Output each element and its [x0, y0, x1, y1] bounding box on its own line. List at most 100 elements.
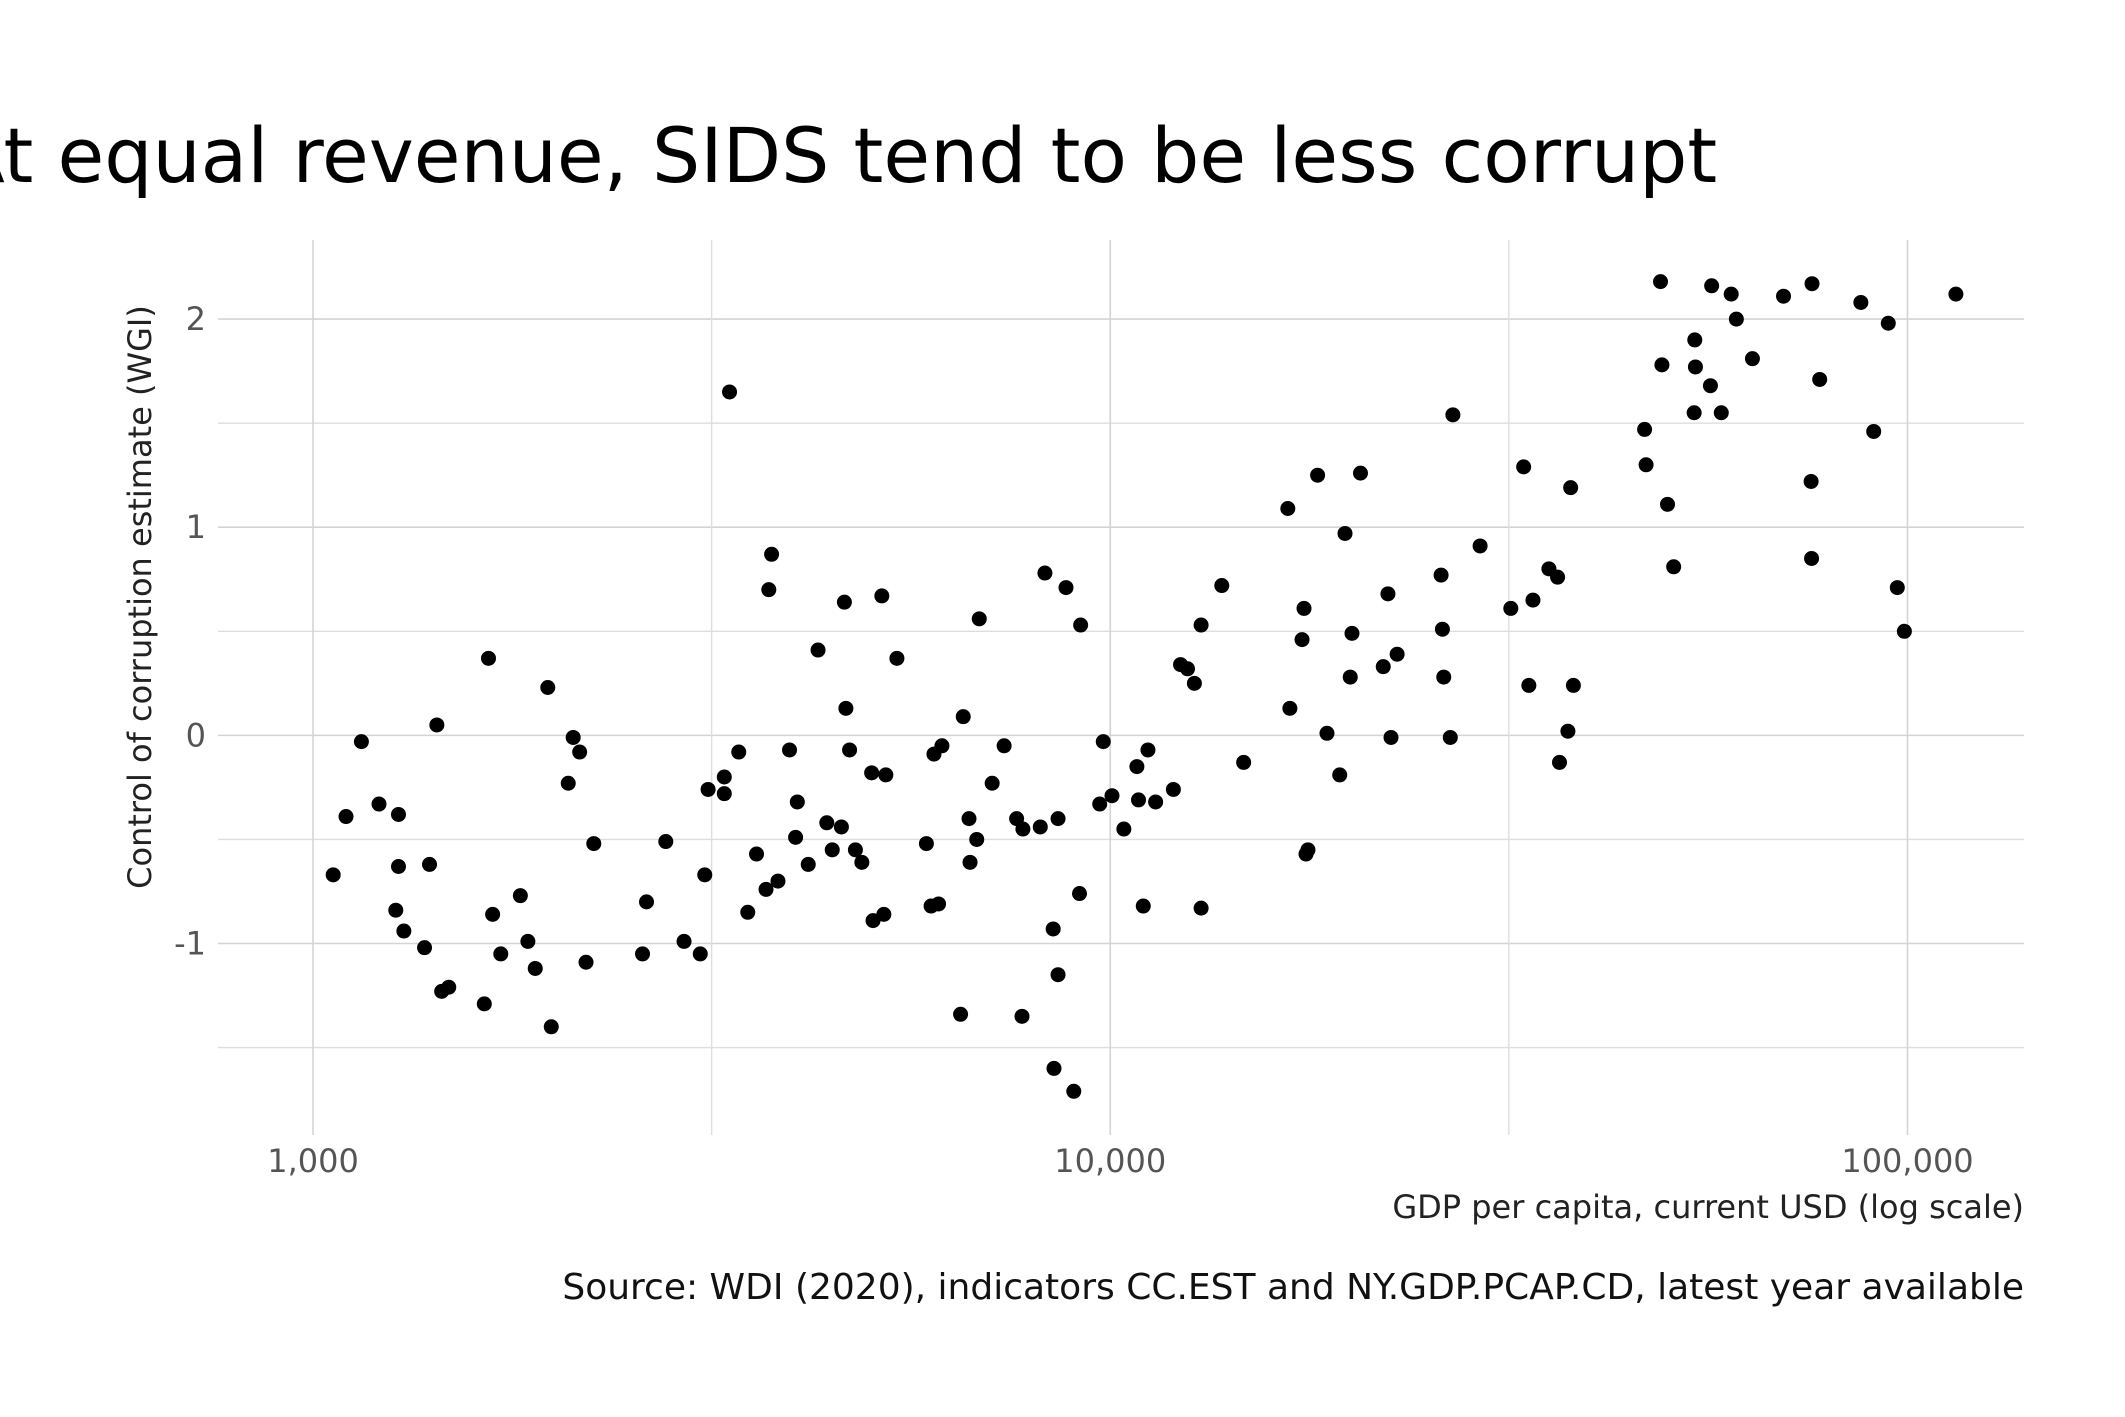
data-point: [543, 1019, 559, 1035]
data-point: [1148, 794, 1164, 810]
data-point: [512, 888, 528, 904]
data-point: [874, 588, 890, 604]
data-point: [1804, 276, 1820, 292]
data-point: [1165, 781, 1181, 797]
data-point: [1032, 819, 1048, 835]
data-point: [1058, 580, 1074, 596]
data-point: [918, 836, 934, 852]
data-point: [1129, 759, 1145, 775]
data-point: [1050, 967, 1066, 983]
data-point: [1380, 586, 1396, 602]
data-point: [390, 806, 406, 822]
data-point: [847, 842, 863, 858]
data-point: [1300, 842, 1316, 858]
data-point: [388, 902, 404, 918]
data-point: [1565, 677, 1581, 693]
data-point: [1344, 625, 1360, 641]
data-point: [1702, 378, 1718, 394]
data-point: [1638, 457, 1654, 473]
data-point: [1294, 632, 1310, 648]
data-point: [1383, 729, 1399, 745]
data-point: [429, 717, 445, 733]
data-point: [527, 960, 543, 976]
data-point: [390, 859, 406, 874]
data-point: [761, 582, 777, 598]
data-point: [396, 923, 412, 939]
data-point: [1280, 501, 1296, 516]
data-point: [1744, 351, 1760, 367]
data-point: [984, 775, 1000, 791]
data-point: [1723, 286, 1739, 302]
data-point: [1116, 821, 1132, 837]
data-point: [782, 742, 798, 758]
data-point: [480, 650, 496, 666]
data-point: [864, 765, 880, 781]
data-point: [1713, 405, 1729, 421]
data-point: [586, 836, 602, 852]
data-point: [824, 842, 840, 858]
data-point: [1310, 467, 1326, 483]
data-point: [1687, 332, 1703, 348]
data-point: [565, 729, 581, 745]
data-point: [353, 734, 369, 750]
data-point: [1666, 559, 1682, 575]
data-point: [1687, 359, 1703, 375]
data-point: [1066, 1083, 1082, 1099]
data-point: [1282, 700, 1298, 716]
y-tick-labels: -1 0 1 2: [174, 300, 206, 962]
data-point: [493, 946, 509, 962]
x-tick-label: 100,000: [1841, 1142, 1973, 1180]
data-point: [1296, 600, 1312, 616]
data-point: [1236, 754, 1252, 770]
data-point: [1560, 723, 1576, 739]
data-point: [1637, 421, 1653, 437]
data-point: [1433, 567, 1449, 583]
data-point: [1352, 465, 1368, 481]
chart-caption: Source: WDI (2020), indicators CC.EST an…: [562, 1267, 2024, 1308]
data-point: [692, 946, 708, 962]
data-point: [1563, 480, 1579, 496]
data-point: [1140, 742, 1156, 758]
data-point: [441, 979, 457, 995]
data-point: [1948, 286, 1964, 302]
x-axis-label: GDP per capita, current USD (log scale): [1392, 1188, 2024, 1226]
data-point: [819, 815, 835, 831]
data-point: [971, 611, 987, 627]
data-point: [962, 854, 978, 870]
data-point: [1472, 538, 1488, 554]
data-point: [1503, 600, 1519, 616]
data-point: [1337, 525, 1353, 541]
data-point: [1193, 900, 1209, 916]
data-point: [371, 796, 387, 812]
data-point: [1015, 821, 1031, 837]
data-point: [1896, 623, 1912, 639]
chart-title: At equal revenue, SIDS tend to be less c…: [0, 111, 1717, 200]
data-point: [931, 896, 947, 912]
data-point: [485, 906, 501, 922]
data-point: [1516, 459, 1532, 475]
x-tick-labels: 1,000 10,000 100,000: [267, 1142, 1973, 1180]
data-point: [560, 775, 576, 791]
data-point: [1092, 796, 1108, 812]
data-point: [789, 794, 805, 810]
x-tick-label: 1,000: [267, 1142, 359, 1180]
data-point: [838, 700, 854, 716]
data-point: [716, 769, 732, 785]
data-point: [749, 846, 765, 862]
y-tick-label: 0: [186, 716, 206, 754]
data-point: [1342, 669, 1358, 685]
data-point: [1551, 754, 1567, 770]
data-point: [1521, 677, 1537, 693]
data-point: [953, 1006, 969, 1022]
data-point: [1072, 886, 1088, 902]
data-point: [697, 867, 713, 883]
data-point: [578, 954, 594, 970]
data-point: [1014, 1008, 1030, 1024]
data-point: [1046, 1060, 1062, 1076]
data-point: [1436, 669, 1452, 685]
data-point: [700, 781, 716, 797]
y-axis-label: Control of corruption estimate (WGI): [121, 305, 159, 889]
data-point: [1375, 659, 1391, 675]
data-point: [800, 856, 816, 872]
